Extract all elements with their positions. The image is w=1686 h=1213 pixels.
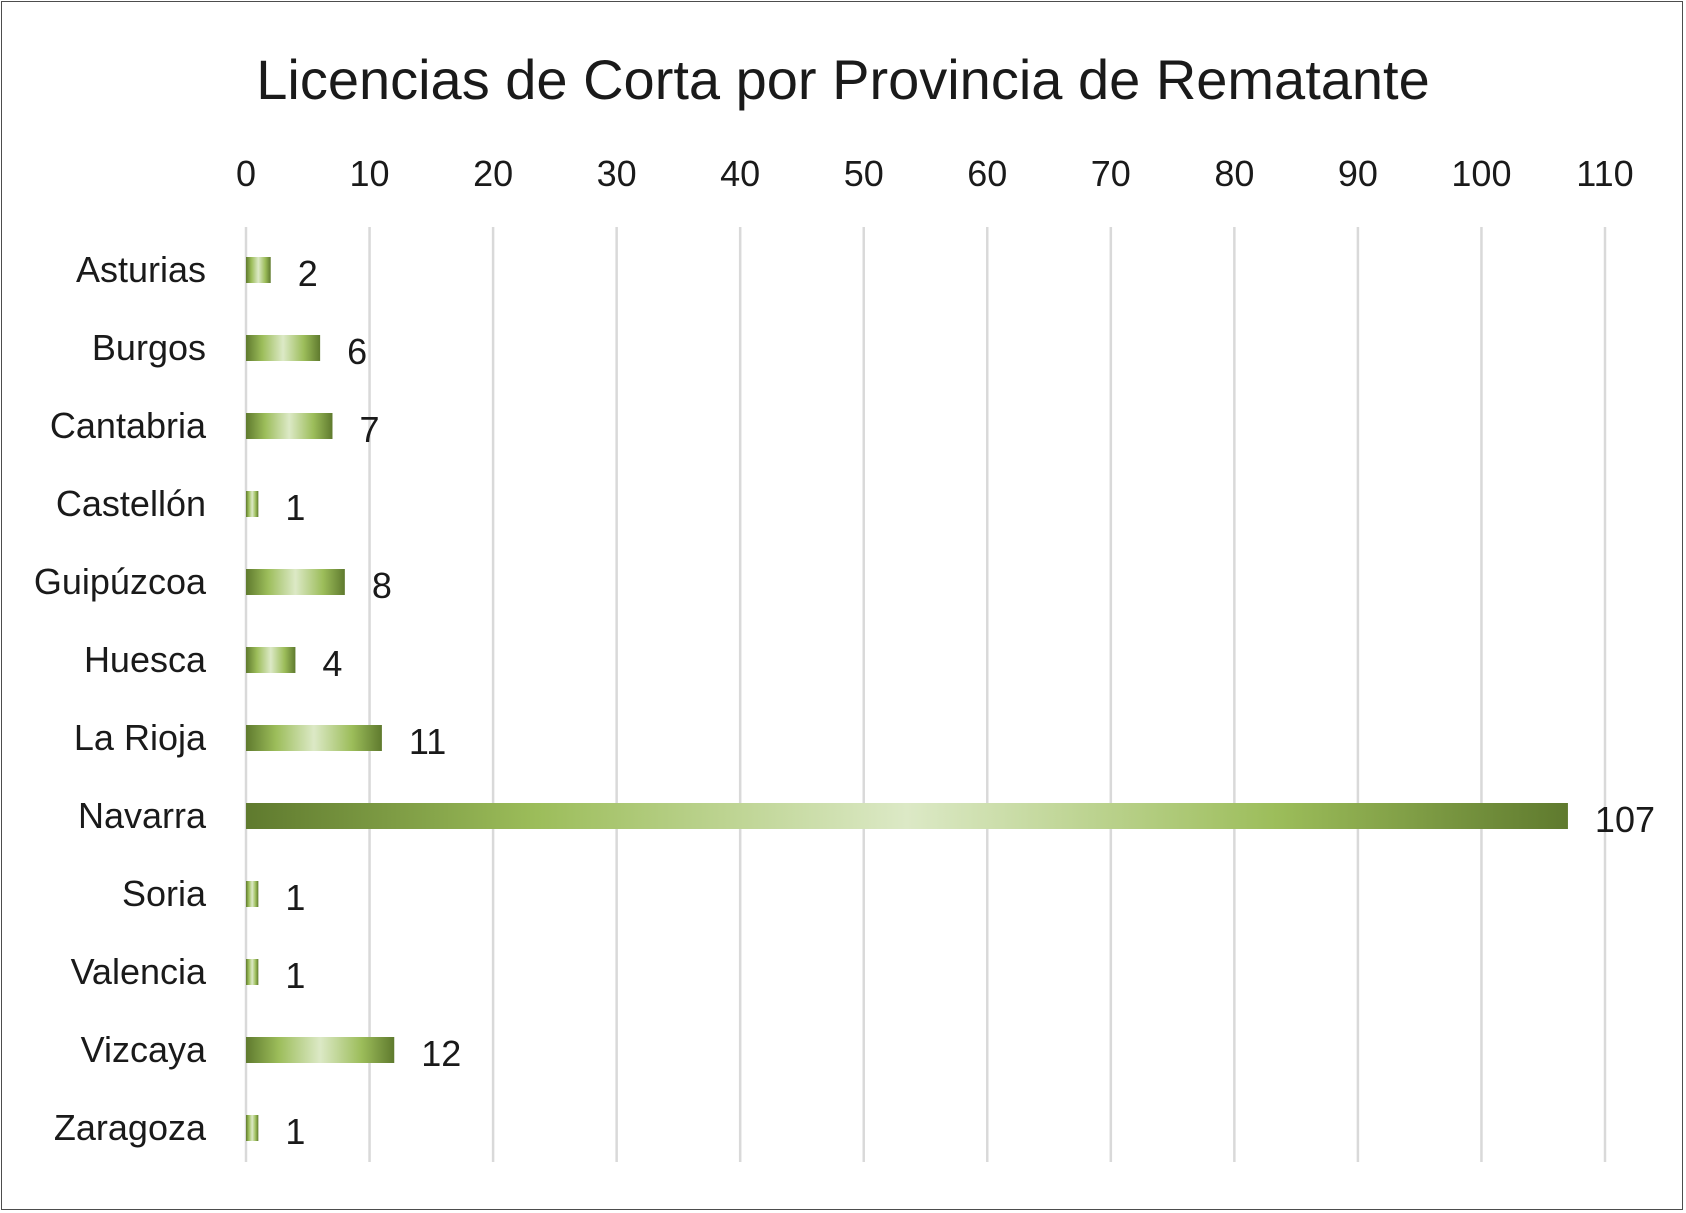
gridlines: [244, 227, 1607, 1162]
data-label: 8: [372, 565, 392, 606]
data-label: 1: [285, 487, 305, 528]
bars: [246, 257, 1568, 1141]
x-tick-label: 40: [720, 153, 760, 194]
bar: [246, 959, 259, 985]
x-tick-label: 20: [473, 153, 513, 194]
data-label: 1: [285, 955, 305, 996]
data-label: 6: [347, 331, 367, 372]
data-label: 1: [285, 877, 305, 918]
category-label: Cantabria: [50, 405, 207, 446]
category-label: Guipúzcoa: [34, 561, 207, 602]
x-tick-label: 60: [967, 153, 1007, 194]
bar: [246, 569, 345, 595]
category-label: La Rioja: [74, 717, 207, 758]
data-label: 12: [421, 1033, 461, 1074]
x-tick-label: 70: [1091, 153, 1131, 194]
bar: [246, 335, 321, 361]
data-label: 2: [298, 253, 318, 294]
bar: [246, 491, 259, 517]
bar: [246, 647, 296, 673]
x-tick-label: 0: [236, 153, 256, 194]
category-label: Castellón: [56, 483, 206, 524]
chart-title: Licencias de Corta por Provincia de Rema…: [256, 48, 1430, 111]
bar: [246, 1037, 395, 1063]
bar: [246, 881, 259, 907]
data-label: 7: [359, 409, 379, 450]
data-label: 4: [322, 643, 342, 684]
bar: [246, 803, 1568, 829]
x-tick-label: 80: [1214, 153, 1254, 194]
category-label: Vizcaya: [81, 1029, 207, 1070]
x-tick-label: 50: [844, 153, 884, 194]
x-tick-label: 30: [597, 153, 637, 194]
category-label: Valencia: [71, 951, 207, 992]
data-label: 107: [1595, 799, 1655, 840]
x-tick-label: 10: [350, 153, 390, 194]
category-label: Navarra: [78, 795, 207, 836]
data-label: 1: [285, 1111, 305, 1152]
x-tick-label: 90: [1338, 153, 1378, 194]
category-label: Zaragoza: [54, 1107, 207, 1148]
category-label: Burgos: [92, 327, 206, 368]
data-label: 11: [409, 721, 446, 762]
category-label: Huesca: [84, 639, 207, 680]
category-label: Asturias: [76, 249, 206, 290]
x-tick-label: 100: [1451, 153, 1511, 194]
bar: [246, 257, 271, 283]
category-labels: Asturias Burgos Cantabria Castellón Guipúzco…: [34, 249, 207, 1148]
bar: [246, 1115, 259, 1141]
bar: [246, 725, 382, 751]
category-label: Soria: [122, 873, 207, 914]
x-axis-ticks: 0 10 20 30 40 50 60 70 80 90 100 110: [236, 153, 1634, 194]
bar: [246, 413, 333, 439]
x-tick-label: 110: [1576, 153, 1633, 194]
